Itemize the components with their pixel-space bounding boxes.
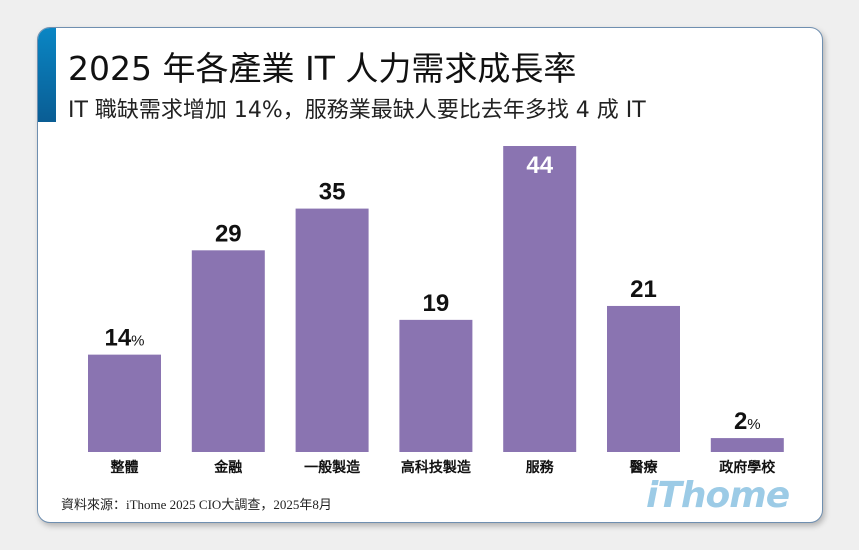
value-label: 2% xyxy=(734,408,761,435)
bar-4 xyxy=(503,146,577,452)
chart-subtitle: IT 職缺需求增加 14%，服務業最缺人要比去年多找 4 成 IT xyxy=(68,98,646,123)
accent-bar xyxy=(38,28,56,122)
value-label: 29 xyxy=(215,220,242,247)
bar-3 xyxy=(399,319,473,452)
source-note: 資料來源：iThome 2025 CIO大調查，2025年8月 xyxy=(61,497,332,512)
bar-1 xyxy=(191,250,265,452)
bar-2 xyxy=(295,208,369,452)
chart-card: 2025 年各產業 IT 人力需求成長率 IT 職缺需求增加 14%，服務業最缺… xyxy=(37,27,823,523)
category-label: 整體 xyxy=(110,459,139,476)
value-label: 35 xyxy=(319,179,346,206)
value-label: 19 xyxy=(423,290,450,317)
chart-title: 2025 年各產業 IT 人力需求成長率 xyxy=(68,49,577,88)
category-label: 服務 xyxy=(526,459,555,476)
value-label: 21 xyxy=(630,276,657,303)
category-label: 高科技製造 xyxy=(401,459,471,476)
bar-0 xyxy=(88,354,161,452)
bar-5 xyxy=(607,305,680,452)
category-label: 金融 xyxy=(213,459,242,476)
bar-chart: 14% 整體 29 金融 35 一般製造 19 高科技製造 44 服務 21 醫療 2% 政府學校 xyxy=(88,146,784,476)
category-label: 一般製造 xyxy=(304,459,360,476)
ithome-logo: iThome xyxy=(646,475,790,516)
category-label: 醫療 xyxy=(630,459,659,476)
category-label: 政府學校 xyxy=(719,459,776,476)
bar-6 xyxy=(710,438,784,452)
value-label: 14% xyxy=(104,325,144,352)
value-label: 44 xyxy=(526,152,553,179)
